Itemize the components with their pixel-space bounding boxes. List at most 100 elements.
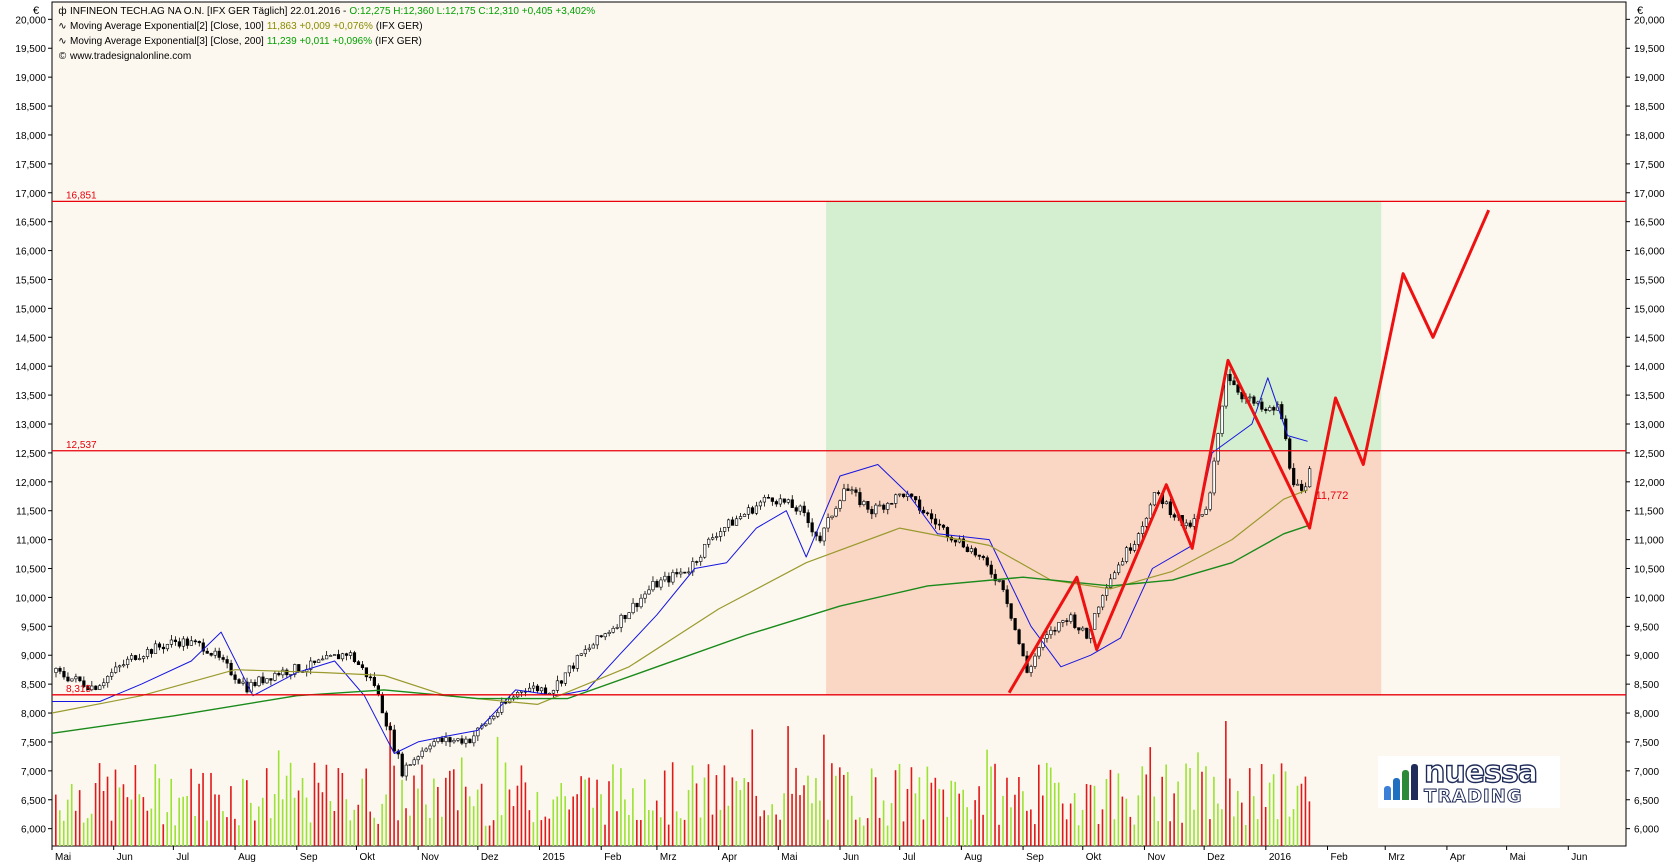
x-tick-label: Apr xyxy=(722,852,738,863)
volume-bar xyxy=(234,818,236,846)
y-tick-label-right: 10,000 xyxy=(1634,593,1665,604)
volume-bar xyxy=(1030,809,1032,846)
volume-bar xyxy=(683,819,686,846)
volume-bar xyxy=(723,765,726,846)
volume-bar xyxy=(55,794,57,846)
candle-body xyxy=(221,657,225,660)
candle-body xyxy=(1097,606,1101,614)
y-tick-label-left: 9,000 xyxy=(21,651,46,662)
volume-bar xyxy=(409,815,411,846)
volume-bar xyxy=(1260,764,1263,846)
x-tick-label: Dez xyxy=(1207,852,1225,863)
candle-body xyxy=(631,602,635,614)
volume-bar xyxy=(1308,801,1311,846)
volume-bar xyxy=(771,804,773,846)
volume-bar xyxy=(202,772,204,846)
candle-body xyxy=(551,690,556,694)
volume-bar xyxy=(636,819,638,846)
volume-bar xyxy=(206,820,208,846)
candle-body xyxy=(265,678,269,684)
candle-body xyxy=(1116,564,1121,574)
y-tick-label-left: 13,000 xyxy=(15,420,46,431)
volume-bar xyxy=(882,800,885,846)
candle-body xyxy=(1212,460,1216,494)
candle-body xyxy=(98,685,102,690)
volume-bar xyxy=(1014,794,1016,846)
y-tick-label-right: 19,000 xyxy=(1634,73,1665,84)
volume-bar xyxy=(66,799,69,846)
candle-body xyxy=(575,655,579,669)
x-tick-label: Sep xyxy=(1026,852,1044,863)
volume-bar xyxy=(1093,785,1096,846)
candle-body xyxy=(699,556,703,562)
volume-bar xyxy=(1153,796,1156,846)
y-tick-label-right: 8,500 xyxy=(1634,680,1659,691)
candle-body xyxy=(846,488,850,491)
volume-bar xyxy=(1304,776,1307,846)
volume-bar xyxy=(321,792,324,846)
candle-body xyxy=(1045,634,1049,639)
candle-body xyxy=(416,756,420,761)
candle-body xyxy=(181,638,185,647)
candle-body xyxy=(484,723,488,726)
candle-body xyxy=(281,669,285,676)
candle-body xyxy=(866,501,870,510)
candle-body xyxy=(360,664,365,669)
volume-bar xyxy=(377,823,379,846)
candle-body xyxy=(130,655,134,660)
candle-body xyxy=(1152,492,1157,506)
candle-body xyxy=(973,548,977,556)
volume-bar xyxy=(170,778,173,846)
zigzag-projection xyxy=(1007,209,1491,694)
candle-body xyxy=(1296,483,1300,486)
candle-body xyxy=(1057,622,1061,632)
volume-bar xyxy=(460,757,463,846)
candle-body xyxy=(336,654,341,660)
candle-body xyxy=(273,673,277,681)
candle-body xyxy=(237,679,241,684)
y-tick-label-right: 20,000 xyxy=(1634,15,1665,26)
candle-body xyxy=(408,764,412,766)
candle-body xyxy=(750,507,755,514)
y-tick-label-right: 11,500 xyxy=(1634,507,1664,518)
candle-body xyxy=(707,538,711,545)
volume-bar xyxy=(480,783,483,846)
x-tick-label: Nov xyxy=(421,852,439,863)
candle-body xyxy=(1093,613,1097,630)
x-tick-label: Aug xyxy=(238,852,256,863)
candle-body xyxy=(1021,643,1025,657)
candle-body xyxy=(527,687,532,692)
volume-bar xyxy=(166,812,169,846)
candle-body xyxy=(822,527,826,542)
loss-zone xyxy=(826,450,1382,695)
y-tick-label-right: 17,000 xyxy=(1634,189,1665,200)
y-tick-label-right: 10,500 xyxy=(1634,565,1665,576)
volume-bar xyxy=(1256,819,1259,846)
volume-bar xyxy=(389,723,391,846)
volume-bar xyxy=(425,804,427,846)
volume-bar xyxy=(313,762,316,846)
volume-bar xyxy=(405,808,407,846)
volume-bar xyxy=(1101,809,1104,846)
volume-bar xyxy=(1022,791,1024,846)
x-tick-label: Aug xyxy=(964,852,982,863)
candle-body xyxy=(1128,547,1133,551)
candle-body xyxy=(818,535,822,542)
candle-body xyxy=(1073,614,1077,628)
volume-bar xyxy=(102,790,105,846)
volume-bar xyxy=(1121,796,1124,846)
candle-body xyxy=(448,737,452,743)
volume-bar xyxy=(540,820,543,846)
candle-body xyxy=(213,650,217,656)
candle-body xyxy=(1260,401,1264,410)
candle-body xyxy=(1264,409,1268,411)
candle-body xyxy=(205,650,209,654)
candle-body xyxy=(94,685,98,690)
candle-body xyxy=(535,685,540,692)
volume-bar xyxy=(146,810,149,846)
candle-body xyxy=(651,581,655,591)
volume-bar xyxy=(612,764,614,846)
volume-bar xyxy=(1193,809,1195,846)
candle-body xyxy=(774,501,778,505)
